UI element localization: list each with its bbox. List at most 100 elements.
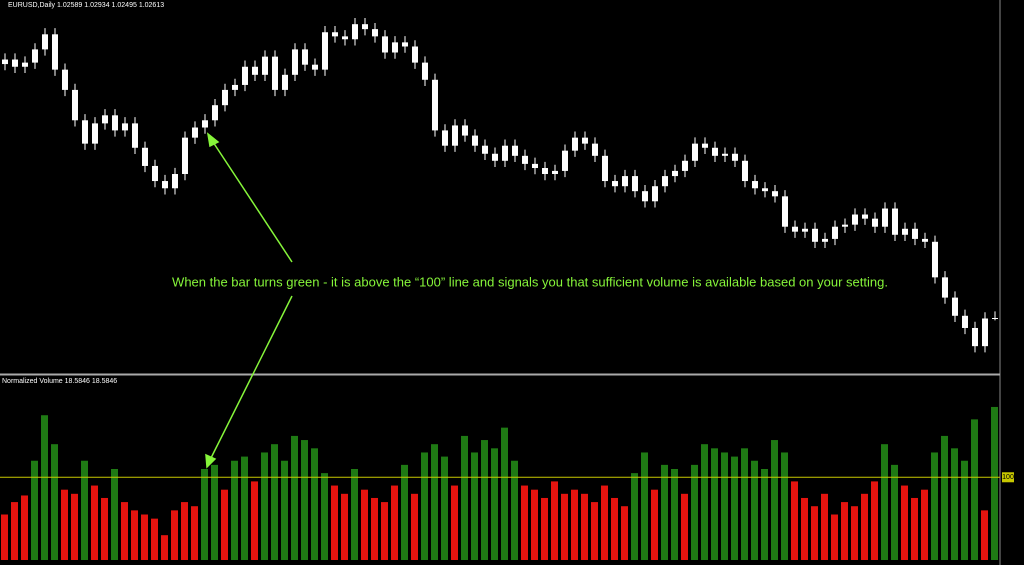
volume-bar xyxy=(61,489,68,560)
volume-bar xyxy=(71,493,78,560)
volume-bar xyxy=(771,440,778,560)
candle-body xyxy=(742,160,748,182)
volume-bar xyxy=(931,452,938,560)
volume-bar xyxy=(421,452,428,560)
volume-bar xyxy=(191,506,198,560)
volume-bar xyxy=(491,448,498,560)
volume-bar xyxy=(1,514,8,560)
candle-body xyxy=(62,69,68,90)
candle-body xyxy=(612,181,618,187)
candle-body xyxy=(652,186,658,202)
candle-body xyxy=(22,62,28,67)
volume-bar xyxy=(831,514,838,560)
volume-bar xyxy=(941,435,948,560)
volume-bar xyxy=(411,493,418,560)
volume-bar xyxy=(161,535,168,560)
volume-bar xyxy=(601,485,608,560)
volume-bar xyxy=(711,448,718,560)
volume-bar xyxy=(611,497,618,560)
volume-bar xyxy=(581,493,588,560)
volume-bar xyxy=(861,493,868,560)
candle-body xyxy=(542,168,548,175)
volume-bar xyxy=(961,460,968,560)
level-label-box xyxy=(1002,472,1014,483)
candle-body xyxy=(172,174,178,189)
candle-body xyxy=(672,170,678,177)
candle-body xyxy=(982,318,988,347)
candle-body xyxy=(592,143,598,156)
candle-body xyxy=(112,115,118,131)
candle-body xyxy=(962,315,968,328)
volume-bar xyxy=(951,448,958,560)
candle-body xyxy=(992,317,998,319)
volume-bar xyxy=(821,493,828,560)
arrow xyxy=(212,141,293,263)
candle-body xyxy=(522,155,528,164)
level-label: 100 xyxy=(1002,474,1014,481)
chart-header: EURUSD,Daily 1.02589 1.02934 1.02495 1.0… xyxy=(8,2,164,9)
annotation-arrows xyxy=(205,132,293,469)
candle-body xyxy=(892,208,898,235)
candle-body xyxy=(952,297,958,316)
volume-bar xyxy=(841,502,848,560)
candle-body xyxy=(852,214,858,225)
candle-body xyxy=(432,79,438,131)
volume-bar xyxy=(681,493,688,560)
volume-bar xyxy=(331,485,338,560)
volume-bar xyxy=(751,460,758,560)
volume-bar xyxy=(41,415,48,560)
arrow-head xyxy=(205,453,217,469)
volume-bar xyxy=(691,464,698,560)
volume-bar xyxy=(261,452,268,560)
candle-body xyxy=(222,89,228,106)
volume-bar xyxy=(221,489,228,560)
candle-body xyxy=(772,191,778,197)
candle-body xyxy=(502,145,508,161)
candle-body xyxy=(42,34,48,50)
arrow xyxy=(210,295,293,459)
volume-bar xyxy=(281,460,288,560)
volume-bar xyxy=(731,456,738,560)
volume-bar xyxy=(291,435,298,560)
volume-bar xyxy=(441,456,448,560)
candle-body xyxy=(842,224,848,227)
candle-body xyxy=(512,145,518,156)
candle-body xyxy=(632,176,638,192)
candle-body xyxy=(762,188,768,192)
volume-bar xyxy=(801,497,808,560)
indicator-title: Normalized Volume 18.5846 18.5846 xyxy=(2,378,117,385)
volume-bar xyxy=(921,489,928,560)
candle-body xyxy=(492,153,498,161)
candle-body xyxy=(712,147,718,156)
volume-bar xyxy=(551,481,558,560)
volume-bar xyxy=(201,469,208,560)
volume-bar xyxy=(361,489,368,560)
volume-bar xyxy=(211,464,218,560)
candle-body xyxy=(132,123,138,148)
candle-body xyxy=(392,42,398,53)
candle-body xyxy=(202,120,208,128)
volume-bar xyxy=(631,473,638,560)
volume-bar xyxy=(911,497,918,560)
volume-bar xyxy=(471,452,478,560)
candle-body xyxy=(212,105,218,121)
candle-body xyxy=(162,181,168,189)
volume-bar xyxy=(701,444,708,560)
volume-bar xyxy=(241,456,248,560)
candle-body xyxy=(462,125,468,136)
candle-body xyxy=(362,24,368,30)
volume-bar xyxy=(21,495,28,560)
volume-bar xyxy=(321,473,328,560)
candle-body xyxy=(52,34,58,70)
volume-bar xyxy=(431,444,438,560)
volume-bar xyxy=(81,460,88,560)
volume-bar xyxy=(791,481,798,560)
volume-bar xyxy=(401,464,408,560)
candle-body xyxy=(532,163,538,169)
candle-body xyxy=(702,143,708,148)
volume-bar xyxy=(91,485,98,560)
volume-bar xyxy=(761,469,768,560)
candle-body xyxy=(252,66,258,75)
volume-bar xyxy=(131,510,138,560)
volume-bar xyxy=(271,444,278,560)
